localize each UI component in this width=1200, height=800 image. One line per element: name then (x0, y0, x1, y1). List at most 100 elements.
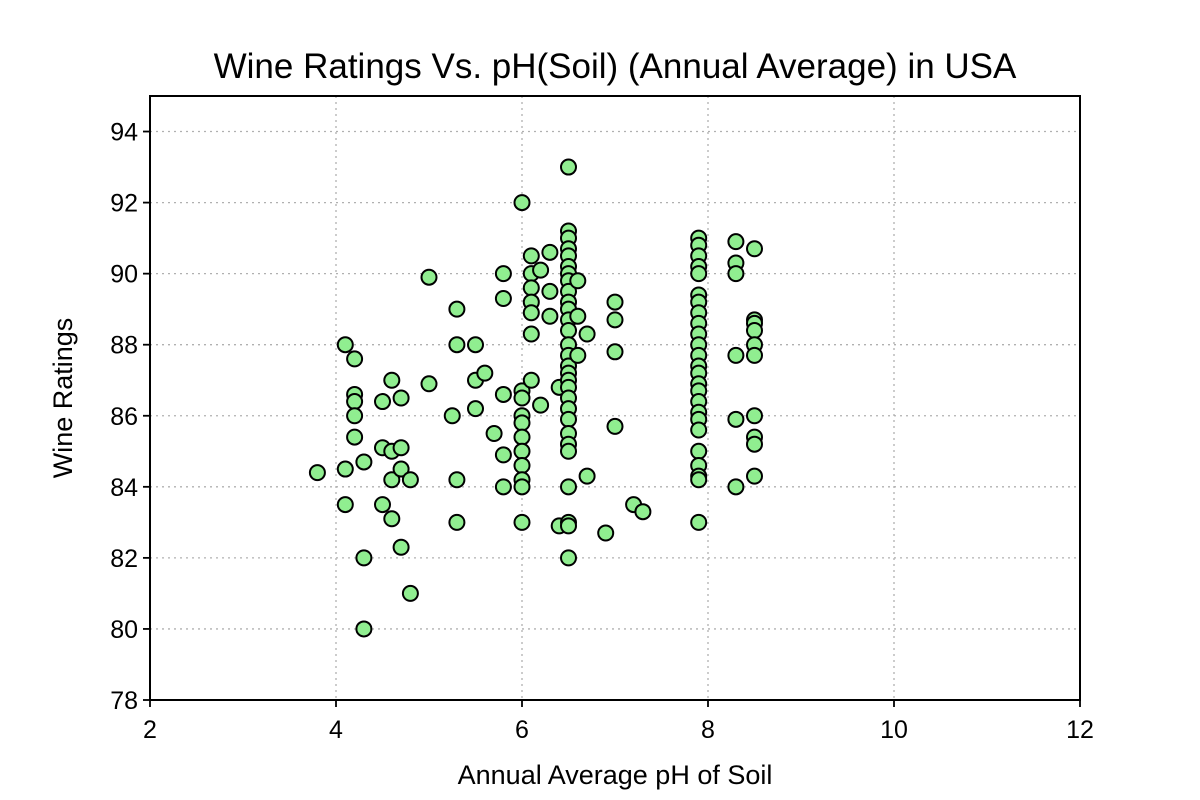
data-point (448, 513, 466, 531)
data-point (746, 321, 763, 339)
data-point (606, 417, 624, 435)
data-point (392, 389, 410, 407)
data-point (597, 524, 615, 542)
data-point (494, 478, 512, 496)
data-point (420, 268, 438, 286)
data-point (355, 620, 373, 638)
data-point (569, 346, 587, 364)
data-point (727, 478, 745, 496)
data-point (392, 439, 410, 457)
y-tick-label: 92 (110, 190, 138, 218)
data-point (513, 414, 531, 432)
data-point (746, 407, 763, 425)
data-point (606, 293, 624, 311)
y-tick-label: 80 (110, 616, 138, 644)
data-point (532, 396, 550, 414)
x-tick-label: 10 (880, 716, 908, 744)
data-point (746, 346, 763, 364)
data-point (308, 464, 326, 482)
data-point (383, 471, 401, 489)
data-point (727, 346, 745, 364)
axis-ticks: 2 4 6 8 10 12 78 80 82 84 86 88 90 92 94 (110, 119, 1094, 744)
data-point (727, 233, 745, 251)
data-point (522, 279, 540, 297)
data-point (494, 290, 512, 308)
data-point (560, 478, 577, 496)
data-point (494, 385, 512, 403)
plot-frame (149, 95, 1081, 701)
data-point (383, 510, 401, 528)
data-point (690, 513, 708, 531)
y-tick-label: 84 (110, 474, 138, 502)
data-point (560, 549, 577, 567)
data-point (522, 247, 540, 265)
data-point (690, 442, 708, 460)
data-point (569, 307, 587, 325)
data-point (374, 496, 391, 514)
data-point (746, 467, 763, 485)
data-point (541, 282, 559, 300)
chart-title: Wine Ratings Vs. pH(Soil) (Annual Averag… (214, 47, 1017, 86)
data-point (578, 467, 596, 485)
data-point (513, 194, 531, 212)
data-point (746, 435, 763, 453)
data-point (746, 240, 763, 258)
data-point (634, 503, 652, 521)
data-point (513, 442, 531, 460)
data-point (690, 471, 708, 489)
y-tick-label: 86 (110, 403, 138, 431)
x-tick-label: 6 (515, 716, 529, 744)
x-tick-label: 8 (701, 716, 715, 744)
data-point (374, 393, 391, 411)
data-point (513, 457, 531, 475)
data-point (560, 321, 577, 339)
data-point (513, 513, 531, 531)
y-tick-label: 90 (110, 261, 138, 289)
data-point (392, 460, 410, 478)
data-point (690, 265, 708, 283)
data-point (560, 517, 577, 535)
data-point (383, 371, 401, 389)
data-point (485, 425, 503, 443)
data-point (560, 158, 577, 176)
gridlines (149, 96, 1081, 701)
data-point (401, 471, 419, 489)
data-point (727, 410, 745, 428)
data-point (448, 336, 466, 354)
data-point (541, 243, 559, 261)
data-point (532, 261, 550, 279)
data-point (513, 478, 531, 496)
x-axis-label: Annual Average pH of Soil (458, 760, 773, 790)
data-point (560, 442, 577, 460)
data-points (308, 158, 763, 638)
data-point (494, 265, 512, 283)
data-point (560, 410, 577, 428)
data-point (336, 336, 354, 354)
data-point (346, 350, 364, 368)
data-point (522, 371, 540, 389)
data-point (346, 407, 364, 425)
data-point (355, 453, 373, 471)
y-tick-label: 94 (110, 119, 138, 147)
data-point (467, 400, 484, 418)
data-point (578, 325, 596, 343)
data-point (606, 343, 624, 361)
data-point (336, 460, 354, 478)
data-point (355, 549, 373, 567)
y-tick-label: 88 (110, 332, 138, 360)
data-point (727, 265, 745, 283)
x-tick-label: 2 (143, 716, 157, 744)
data-point (443, 407, 461, 425)
y-tick-label: 78 (110, 687, 138, 715)
y-axis-label: Wine Ratings (48, 318, 78, 479)
data-point (336, 496, 354, 514)
y-tick-label: 82 (110, 545, 138, 573)
data-point (522, 325, 540, 343)
data-point (513, 428, 531, 446)
data-point (606, 311, 624, 329)
x-tick-label: 12 (1066, 716, 1094, 744)
data-point (494, 446, 512, 464)
data-point (401, 584, 419, 602)
data-point (513, 389, 531, 407)
